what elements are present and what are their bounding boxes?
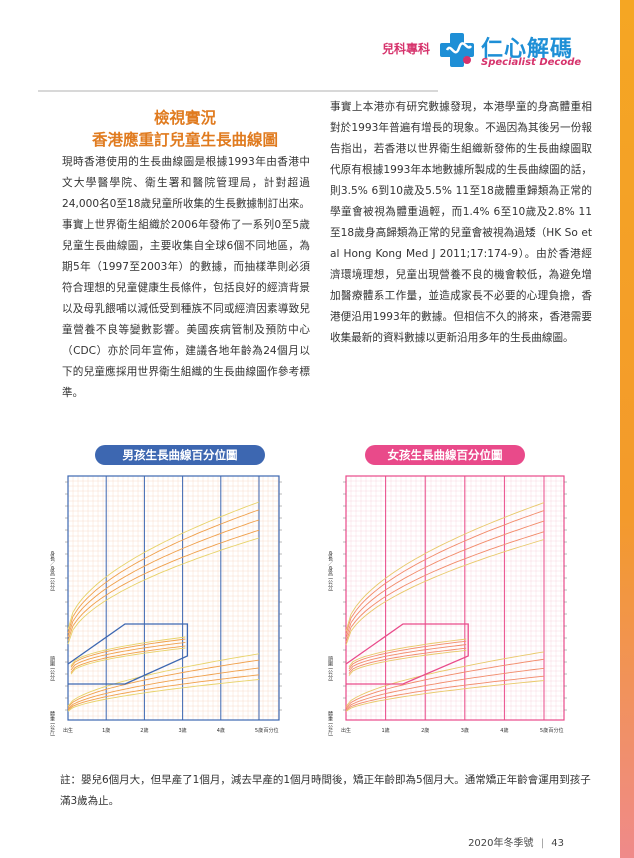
logo-english-text: Specialist Decode <box>481 57 582 68</box>
boy-chart-title: 男孩生長曲線百分位圖 <box>95 445 265 465</box>
head-percentile-curve <box>70 638 186 668</box>
length-percentile-curve <box>67 509 260 634</box>
y-axis-label: 頭圍 (公分) <box>49 656 55 682</box>
length-percentile-curve <box>345 520 545 639</box>
length-percentile-curve <box>345 539 545 646</box>
girl-chart-title: 女孩生長曲線百分位圖 <box>365 445 525 465</box>
head-circumference-box <box>345 623 469 685</box>
head-percentile-curve <box>348 649 467 676</box>
x-tick-label: 百分位 <box>263 727 278 734</box>
length-percentile-curve <box>345 510 545 635</box>
article-title: 檢視實況 香港應重訂兒童生長曲線圖 <box>60 107 310 151</box>
length-percentile-curve <box>67 519 260 637</box>
x-tick-label: 4歲 <box>500 727 508 734</box>
article-paragraph-right: 事實上本港亦有研究數據發現，本港學童的身高體重相對於1993年普遍有增長的現象。… <box>330 101 592 344</box>
page-number: 43 <box>551 838 564 849</box>
medical-cross-icon <box>440 33 474 67</box>
x-tick-label: 5歲 <box>255 727 263 734</box>
head-percentile-curve <box>70 636 186 667</box>
weight-percentile-curve <box>67 679 260 712</box>
x-tick-label: 1歲 <box>102 727 110 734</box>
page-header: 兒科專科 仁心解碼 Specialist Decode <box>0 30 620 92</box>
section-tag: 兒科專科 <box>381 42 430 56</box>
chart-frame <box>345 475 565 721</box>
weight-percentile-curve <box>345 658 545 709</box>
length-percentile-curve <box>345 531 545 643</box>
head-circumference-box <box>67 623 189 685</box>
chart-background <box>324 468 586 740</box>
x-tick-label: 出生 <box>341 727 351 734</box>
head-percentile-curve <box>348 640 467 670</box>
length-percentile-curve <box>67 501 260 630</box>
y-axis-label: 體重 (公斤) <box>49 710 55 736</box>
article-title-line1: 檢視實況 <box>153 109 216 127</box>
weight-percentile-curve <box>345 680 545 712</box>
x-tick-label: 百分位 <box>548 727 563 734</box>
x-tick-label: 2歲 <box>140 727 148 734</box>
weight-percentile-curve <box>67 653 260 707</box>
length-percentile-curve <box>345 502 545 632</box>
logo-chinese-text: 仁心解碼 <box>481 37 574 62</box>
article-title-line2: 香港應重訂兒童生長曲線圖 <box>91 131 278 149</box>
head-percentile-curve <box>348 647 467 674</box>
page-info: 2020年冬季號 | 43 <box>468 838 564 849</box>
footnote: 註：嬰兒6個月大，但早產了1個月，減去早產的1個月時間後，矯正年齡即為5個月大。… <box>60 774 591 807</box>
logo: 仁心解碼 Specialist Decode <box>437 30 597 70</box>
x-tick-label: 5歲 <box>540 727 548 734</box>
article-paragraph-left: 現時香港使用的生長曲線圖是根據1993年由香港中文大學醫學院、衛生署和醫院管理局… <box>62 156 310 399</box>
x-tick-label: 1歲 <box>382 727 390 734</box>
girl-growth-chart: 身長／身高 (公分) 頭圍 (公分) 體重 (公斤) 出生 1歲 2歲 3歲 4歲 5歲 百分位 <box>324 468 586 740</box>
head-percentile-curve <box>70 645 186 673</box>
weight-percentile-curve <box>67 667 260 710</box>
y-axis-label: 體重 (公斤) <box>327 710 333 736</box>
head-percentile-curve <box>348 638 467 668</box>
weight-percentile-curve <box>345 651 545 707</box>
side-color-bar <box>620 0 634 858</box>
x-tick-label: 2歲 <box>421 727 429 734</box>
weight-percentile-curve <box>345 667 545 710</box>
y-axis-label: 身長／身高 (公分) <box>327 550 333 591</box>
x-tick-label: 出生 <box>63 727 73 734</box>
x-tick-label: 3歲 <box>461 727 469 734</box>
y-axis-label: 頭圍 (公分) <box>327 656 333 682</box>
weight-percentile-curve <box>67 674 260 711</box>
x-tick-label: 3歲 <box>179 727 187 734</box>
weight-percentile-curve <box>345 675 545 711</box>
length-percentile-curve <box>67 537 260 645</box>
length-percentile-curve <box>67 529 260 641</box>
header-rule <box>38 90 438 92</box>
head-percentile-curve <box>348 644 467 672</box>
issue-label: 2020年冬季號 <box>468 838 534 849</box>
boy-growth-chart: 身長／身高 (公分) 頭圍 (公分) 體重 (公斤) 出生 1歲 2歲 3歲 4歲 5歲 百分位 <box>46 468 301 740</box>
y-axis-label: 身長／身高 (公分) <box>49 550 55 591</box>
x-tick-label: 4歲 <box>217 727 225 734</box>
chart-frame <box>67 475 280 721</box>
head-percentile-curve <box>70 641 186 671</box>
weight-percentile-curve <box>67 659 260 708</box>
head-percentile-curve <box>70 647 186 675</box>
